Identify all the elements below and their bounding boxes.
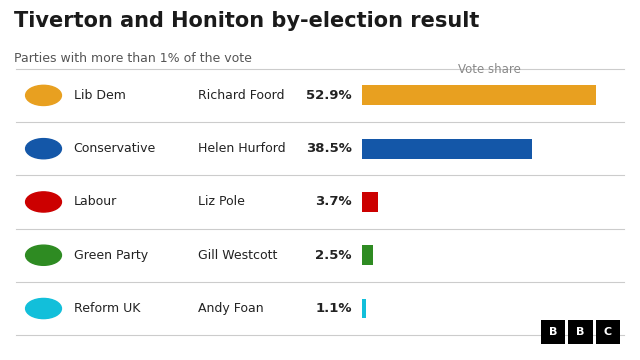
Text: Helen Hurford: Helen Hurford bbox=[198, 142, 286, 155]
Text: Conservative: Conservative bbox=[74, 142, 156, 155]
Circle shape bbox=[26, 85, 61, 105]
Circle shape bbox=[26, 192, 61, 212]
Text: Parties with more than 1% of the vote: Parties with more than 1% of the vote bbox=[14, 52, 252, 65]
Bar bbox=[362, 299, 367, 318]
Text: Liz Pole: Liz Pole bbox=[198, 195, 245, 208]
Text: Reform UK: Reform UK bbox=[74, 302, 140, 315]
Text: Labour: Labour bbox=[74, 195, 117, 208]
Bar bbox=[362, 246, 372, 265]
Bar bbox=[596, 320, 620, 344]
Text: B: B bbox=[576, 327, 585, 337]
Circle shape bbox=[26, 298, 61, 319]
Bar bbox=[362, 139, 532, 158]
Circle shape bbox=[26, 245, 61, 265]
Bar bbox=[541, 320, 565, 344]
Text: Green Party: Green Party bbox=[74, 249, 148, 262]
Text: 2.5%: 2.5% bbox=[316, 249, 352, 262]
Text: 1.1%: 1.1% bbox=[316, 302, 352, 315]
Text: Andy Foan: Andy Foan bbox=[198, 302, 264, 315]
Text: C: C bbox=[604, 327, 612, 337]
Text: Richard Foord: Richard Foord bbox=[198, 89, 285, 102]
Bar bbox=[568, 320, 593, 344]
Text: Tiverton and Honiton by-election result: Tiverton and Honiton by-election result bbox=[14, 11, 479, 31]
Text: 52.9%: 52.9% bbox=[307, 89, 352, 102]
Text: 3.7%: 3.7% bbox=[316, 195, 352, 208]
Text: Vote share: Vote share bbox=[458, 63, 521, 76]
Text: B: B bbox=[548, 327, 557, 337]
Text: Gill Westcott: Gill Westcott bbox=[198, 249, 278, 262]
Text: 38.5%: 38.5% bbox=[306, 142, 352, 155]
Text: Lib Dem: Lib Dem bbox=[74, 89, 125, 102]
Bar bbox=[362, 85, 596, 105]
Circle shape bbox=[26, 139, 61, 159]
Bar bbox=[362, 192, 378, 212]
